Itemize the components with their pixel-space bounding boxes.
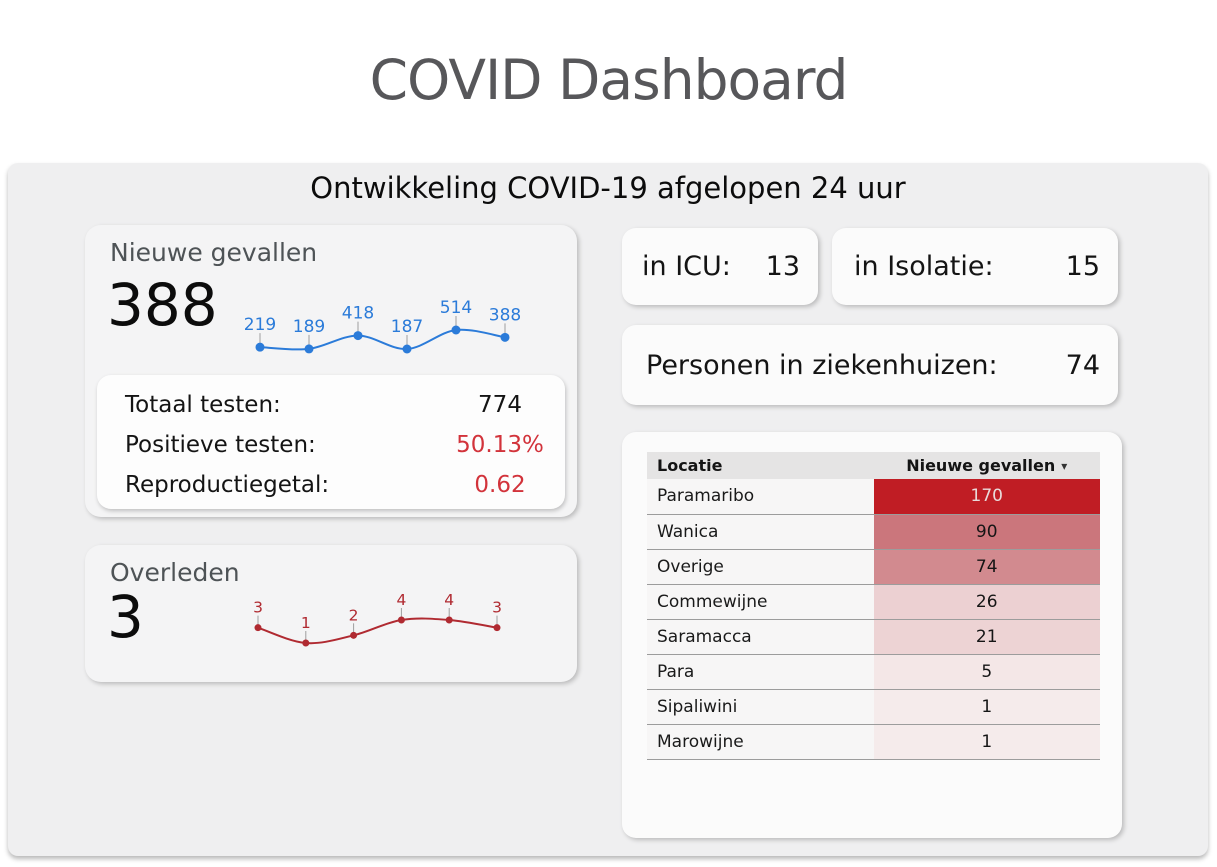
- data-point: [302, 639, 310, 647]
- data-point: [451, 325, 461, 335]
- column-header-locatie: Locatie: [647, 452, 874, 479]
- table-row: Wanica 90: [647, 514, 1100, 550]
- data-point-label: 514: [440, 298, 472, 318]
- data-point: [254, 624, 262, 632]
- stat-row-positieve-testen: Positieve testen: 50.13%: [97, 425, 565, 465]
- overleden-sparkline-line: [257, 617, 498, 645]
- positieve-testen-label: Positieve testen:: [125, 432, 316, 458]
- data-point: [255, 342, 265, 352]
- locations-table: Locatie Nieuwe gevallen ▾ Paramaribo 170 Wa…: [647, 452, 1100, 760]
- ziekenhuizen-card: Personen in ziekenhuizen: 74: [622, 325, 1118, 405]
- locations-table-card: Locatie Nieuwe gevallen ▾ Paramaribo 170 Wa…: [622, 432, 1122, 838]
- location-cell: Overige: [647, 549, 874, 585]
- data-point: [445, 616, 453, 624]
- column-header-nieuwe-gevallen[interactable]: Nieuwe gevallen ▾: [873, 452, 1100, 479]
- table-row: Saramacca 21: [647, 619, 1100, 655]
- nieuwe-gevallen-sparkline: 219 189 418 187 514 388: [244, 298, 521, 354]
- location-cell: Saramacca: [647, 619, 874, 655]
- location-cell: Para: [647, 654, 874, 690]
- data-point-label: 388: [489, 305, 521, 325]
- data-point: [353, 331, 363, 341]
- nieuwe-gevallen-card: Nieuwe gevallen 388 219 189 418 187 514 388 T…: [85, 225, 577, 517]
- value-cell: 26: [873, 584, 1100, 620]
- location-cell: Marowijne: [647, 724, 874, 760]
- totaal-testen-label: Totaal testen:: [125, 392, 281, 418]
- data-point: [500, 332, 510, 342]
- positieve-testen-value: 50.13%: [456, 432, 544, 458]
- page-title: COVID Dashboard: [369, 48, 849, 112]
- section-title: Ontwikkeling COVID-19 afgelopen 24 uur: [310, 171, 906, 205]
- reproductiegetal-value: 0.62: [474, 472, 526, 498]
- data-point: [397, 616, 405, 624]
- data-point-label: 187: [391, 317, 423, 337]
- isolatie-card: in Isolatie: 15: [832, 228, 1118, 305]
- overleden-value: 3: [107, 583, 144, 651]
- location-cell: Paramaribo: [647, 479, 874, 515]
- nieuwe-gevallen-label: Nieuwe gevallen: [110, 238, 318, 267]
- icu-value: 13: [765, 251, 800, 282]
- overleden-sparkline: 3 1 2 4 4 3: [253, 591, 502, 647]
- column-header-nieuwe-gevallen-label: Nieuwe gevallen: [906, 456, 1056, 475]
- stat-row-reproductiegetal: Reproductiegetal: 0.62: [97, 465, 565, 505]
- page-header: COVID Dashboard: [0, 0, 1217, 163]
- data-point: [350, 631, 358, 639]
- data-point-label: 2: [349, 606, 359, 624]
- table-row: Paramaribo 170: [647, 479, 1100, 515]
- stat-row-totaal-testen: Totaal testen: 774: [97, 385, 565, 425]
- location-cell: Sipaliwini: [647, 689, 874, 725]
- dashboard-panel: Ontwikkeling COVID-19 afgelopen 24 uur N…: [8, 163, 1208, 856]
- reproductiegetal-label: Reproductiegetal:: [125, 472, 330, 498]
- test-stats-card: Totaal testen: 774 Positieve testen: 50.…: [97, 375, 565, 509]
- ziekenhuizen-value: 74: [1065, 349, 1100, 381]
- location-cell: Commewijne: [647, 584, 874, 620]
- data-point-label: 189: [293, 317, 325, 337]
- value-cell: 5: [873, 654, 1100, 690]
- value-cell: 1: [873, 724, 1100, 760]
- icu-label: in ICU:: [642, 251, 731, 282]
- overleden-label: Overleden: [110, 558, 240, 587]
- data-point-label: 3: [492, 599, 502, 617]
- table-row: Marowijne 1: [647, 724, 1100, 760]
- data-point: [402, 344, 412, 354]
- data-point-label: 418: [342, 304, 374, 324]
- value-cell: 21: [873, 619, 1100, 655]
- data-point-label: 4: [444, 591, 454, 609]
- data-point-label: 1: [301, 614, 311, 632]
- icu-card: in ICU: 13: [622, 228, 818, 305]
- value-cell: 1: [873, 689, 1100, 725]
- isolatie-label: in Isolatie:: [854, 251, 994, 282]
- totaal-testen-value: 774: [478, 392, 522, 418]
- table-header-row: Locatie Nieuwe gevallen ▾: [647, 452, 1100, 479]
- table-row: Para 5: [647, 654, 1100, 690]
- location-cell: Wanica: [647, 514, 874, 550]
- ziekenhuizen-label: Personen in ziekenhuizen:: [646, 349, 998, 381]
- value-cell: 170: [873, 479, 1100, 515]
- data-point-label: 4: [396, 591, 406, 609]
- table-row: Commewijne 26: [647, 584, 1100, 620]
- nieuwe-gevallen-value: 388: [107, 271, 218, 339]
- data-point-label: 3: [253, 599, 263, 617]
- table-row: Sipaliwini 1: [647, 689, 1100, 725]
- value-cell: 74: [873, 549, 1100, 585]
- sort-descending-icon: ▾: [1061, 459, 1068, 473]
- table-row: Overige 74: [647, 549, 1100, 585]
- isolatie-value: 15: [1065, 251, 1100, 282]
- data-point: [304, 344, 314, 354]
- data-point-label: 219: [244, 315, 276, 335]
- value-cell: 90: [873, 514, 1100, 550]
- data-point: [493, 624, 501, 632]
- overleden-card: Overleden 3 3 1 2 4 4 3: [85, 545, 577, 682]
